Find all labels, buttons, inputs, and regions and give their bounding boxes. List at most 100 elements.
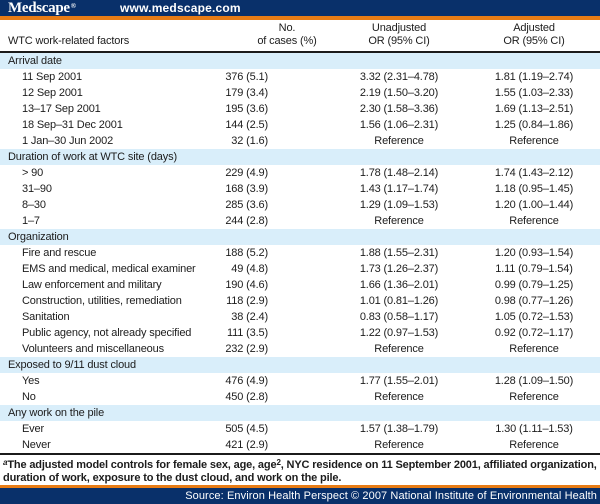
section-title: Duration of work at WTC site (days) — [8, 151, 177, 163]
unadjusted-or-cell: 1.77 (1.55–2.01) — [359, 375, 439, 387]
table-row: Yes 476 (4.9) 1.77 (1.55–2.01) 1.28 (1.09–1… — [0, 373, 600, 389]
unadjusted-or-cell: 1.73 (1.26–2.37) — [359, 263, 439, 275]
adjusted-or-cell: 1.74 (1.43–2.12) — [494, 167, 574, 179]
cases-cell: 505 (4.5) — [225, 423, 268, 435]
table-row: 12 Sep 2001 179 (3.4) 2.19 (1.50–3.20) 1.55… — [0, 85, 600, 101]
adjusted-or-cell: Reference — [509, 391, 559, 403]
unadjusted-or-cell: 2.30 (1.58–3.36) — [359, 103, 439, 115]
table-row: No 450 (2.8) Reference Reference — [0, 389, 600, 405]
cases-cell: 118 (2.9) — [226, 295, 268, 307]
cases-cell: 49 (4.8) — [231, 263, 268, 275]
factor-cell: Sanitation — [22, 311, 70, 323]
adjusted-or-cell: 0.98 (0.77–1.26) — [494, 295, 574, 307]
footnote-marker: a — [3, 458, 8, 467]
cases-cell: 476 (4.9) — [225, 375, 268, 387]
section-title: Organization — [8, 231, 69, 243]
unadjusted-or-cell: 2.19 (1.50–3.20) — [359, 87, 439, 99]
medscape-url: www.medscape.com — [120, 1, 241, 15]
unadjusted-or-cell: 1.01 (0.81–1.26) — [359, 295, 439, 307]
unadjusted-or-cell: 1.78 (1.48–2.14) — [359, 167, 439, 179]
factor-cell: Volunteers and miscellaneous — [22, 343, 164, 355]
factor-cell: Law enforcement and military — [22, 279, 162, 291]
adjusted-or-cell: 0.92 (0.72–1.17) — [494, 327, 574, 339]
factor-cell: 8–30 — [22, 199, 46, 211]
table-row: Ever 505 (4.5) 1.57 (1.38–1.79) 1.30 (1.11–… — [0, 421, 600, 437]
adjusted-or-cell: 1.05 (0.72–1.53) — [494, 311, 574, 323]
factor-cell: Public agency, not already specified — [22, 327, 192, 339]
table-row: 31–90 168 (3.9) 1.43 (1.17–1.74) 1.18 (0.95… — [0, 181, 600, 197]
section-header-row: Arrival date — [0, 53, 600, 69]
source-bar: Source: Environ Health Perspect © 2007 N… — [0, 488, 600, 504]
unadjusted-or-cell: Reference — [374, 391, 424, 403]
factor-cell: 12 Sep 2001 — [22, 87, 83, 99]
table-row: 18 Sep–31 Dec 2001 144 (2.5) 1.56 (1.06–2.… — [0, 117, 600, 133]
adjusted-or-cell: 1.30 (1.11–1.53) — [495, 423, 573, 435]
cases-cell: 38 (2.4) — [231, 311, 268, 323]
unadjusted-or-cell: Reference — [374, 215, 424, 227]
unadjusted-or-cell: 1.88 (1.55–2.31) — [359, 247, 439, 259]
adjusted-or-cell: 0.99 (0.79–1.25) — [494, 279, 574, 291]
adjusted-or-cell: Reference — [509, 135, 559, 147]
medscape-logo-text: Medscape — [8, 0, 70, 16]
table-row: Law enforcement and military 190 (4.6) 1.6… — [0, 277, 600, 293]
unadjusted-or-cell: Reference — [374, 343, 424, 355]
section-header-row: Exposed to 9/11 dust cloud — [0, 357, 600, 373]
adjusted-or-cell: 1.55 (1.03–2.33) — [494, 87, 574, 99]
table-row: > 90 229 (4.9) 1.78 (1.48–2.14) 1.74 (1.43–… — [0, 165, 600, 181]
adjusted-or-cell: 1.25 (0.84–1.86) — [494, 119, 574, 131]
table-row: Volunteers and miscellaneous 232 (2.9) Ref… — [0, 341, 600, 357]
table-body: Arrival date 11 Sep 2001 376 (5.1) 3.32 (2.… — [0, 53, 600, 455]
factor-cell: Construction, utilities, remediation — [22, 295, 182, 307]
cases-cell: 244 (2.8) — [225, 215, 268, 227]
factor-cell: 1–7 — [22, 215, 40, 227]
registered-trademark-mark: ® — [70, 2, 76, 10]
cases-cell: 285 (3.6) — [225, 199, 268, 211]
section-title: Arrival date — [8, 55, 62, 67]
table-row: Sanitation 38 (2.4) 0.83 (0.58–1.17) 1.05 (… — [0, 309, 600, 325]
medscape-logo: Medscape® — [8, 0, 76, 18]
adjusted-or-cell: Reference — [509, 215, 559, 227]
unadjusted-or-cell: 1.57 (1.38–1.79) — [359, 423, 439, 435]
adjusted-or-cell: 1.18 (0.95–1.45) — [494, 183, 574, 195]
factor-cell: 18 Sep–31 Dec 2001 — [22, 119, 123, 131]
adjusted-or-cell: 1.69 (1.13–2.51) — [494, 103, 574, 115]
cases-cell: 32 (1.6) — [231, 135, 268, 147]
cases-cell: 190 (4.6) — [225, 279, 268, 291]
footnote-superscript-2: 2 — [276, 458, 281, 467]
table-row: 11 Sep 2001 376 (5.1) 3.32 (2.31–4.78) 1.81… — [0, 69, 600, 85]
factor-cell: No — [22, 391, 36, 403]
column-header-factors: WTC work-related factors — [8, 35, 130, 47]
unadjusted-or-cell: 0.83 (0.58–1.17) — [359, 311, 439, 323]
column-header-adjusted-or: Adjusted OR (95% CI) — [503, 22, 565, 47]
unadjusted-or-cell: 1.22 (0.97–1.53) — [359, 327, 439, 339]
unadjusted-or-cell: 1.29 (1.09–1.53) — [359, 199, 439, 211]
adjusted-or-cell: 1.20 (1.00–1.44) — [494, 199, 574, 211]
unadjusted-or-cell: 1.56 (1.06–2.31) — [359, 119, 439, 131]
table-row: 8–30 285 (3.6) 1.29 (1.09–1.53) 1.20 (1.00–… — [0, 197, 600, 213]
cases-cell: 111 (3.5) — [226, 327, 268, 339]
factor-cell: Yes — [22, 375, 40, 387]
top-banner: Medscape® www.medscape.com — [0, 0, 600, 16]
section-title: Exposed to 9/11 dust cloud — [8, 359, 136, 371]
cases-cell: 450 (2.8) — [225, 391, 268, 403]
cases-cell: 188 (5.2) — [225, 247, 268, 259]
unadjusted-or-cell: 1.66 (1.36–2.01) — [359, 279, 439, 291]
table-row: Fire and rescue 188 (5.2) 1.88 (1.55–2.31)… — [0, 245, 600, 261]
factor-cell: > 90 — [22, 167, 44, 179]
adjusted-or-cell: 1.28 (1.09–1.50) — [494, 375, 574, 387]
section-header-row: Any work on the pile — [0, 405, 600, 421]
adjusted-or-cell: 1.20 (0.93–1.54) — [494, 247, 574, 259]
column-header-cases: No. of cases (%) — [257, 22, 317, 47]
adjusted-or-cell: 1.81 (1.19–2.74) — [494, 71, 574, 83]
cases-cell: 421 (2.9) — [225, 439, 268, 451]
table-row: Construction, utilities, remediation 118 … — [0, 293, 600, 309]
unadjusted-or-cell: Reference — [374, 439, 424, 451]
table-row: 13–17 Sep 2001 195 (3.6) 2.30 (1.58–3.36) 1… — [0, 101, 600, 117]
unadjusted-or-cell: 3.32 (2.31–4.78) — [359, 71, 439, 83]
source-text: Source: Environ Health Perspect © 2007 N… — [185, 490, 597, 502]
table-row: EMS and medical, medical examiner 49 (4.8… — [0, 261, 600, 277]
factor-cell: 31–90 — [22, 183, 52, 195]
orange-divider-bottom — [0, 485, 600, 488]
cases-cell: 144 (2.5) — [225, 119, 268, 131]
